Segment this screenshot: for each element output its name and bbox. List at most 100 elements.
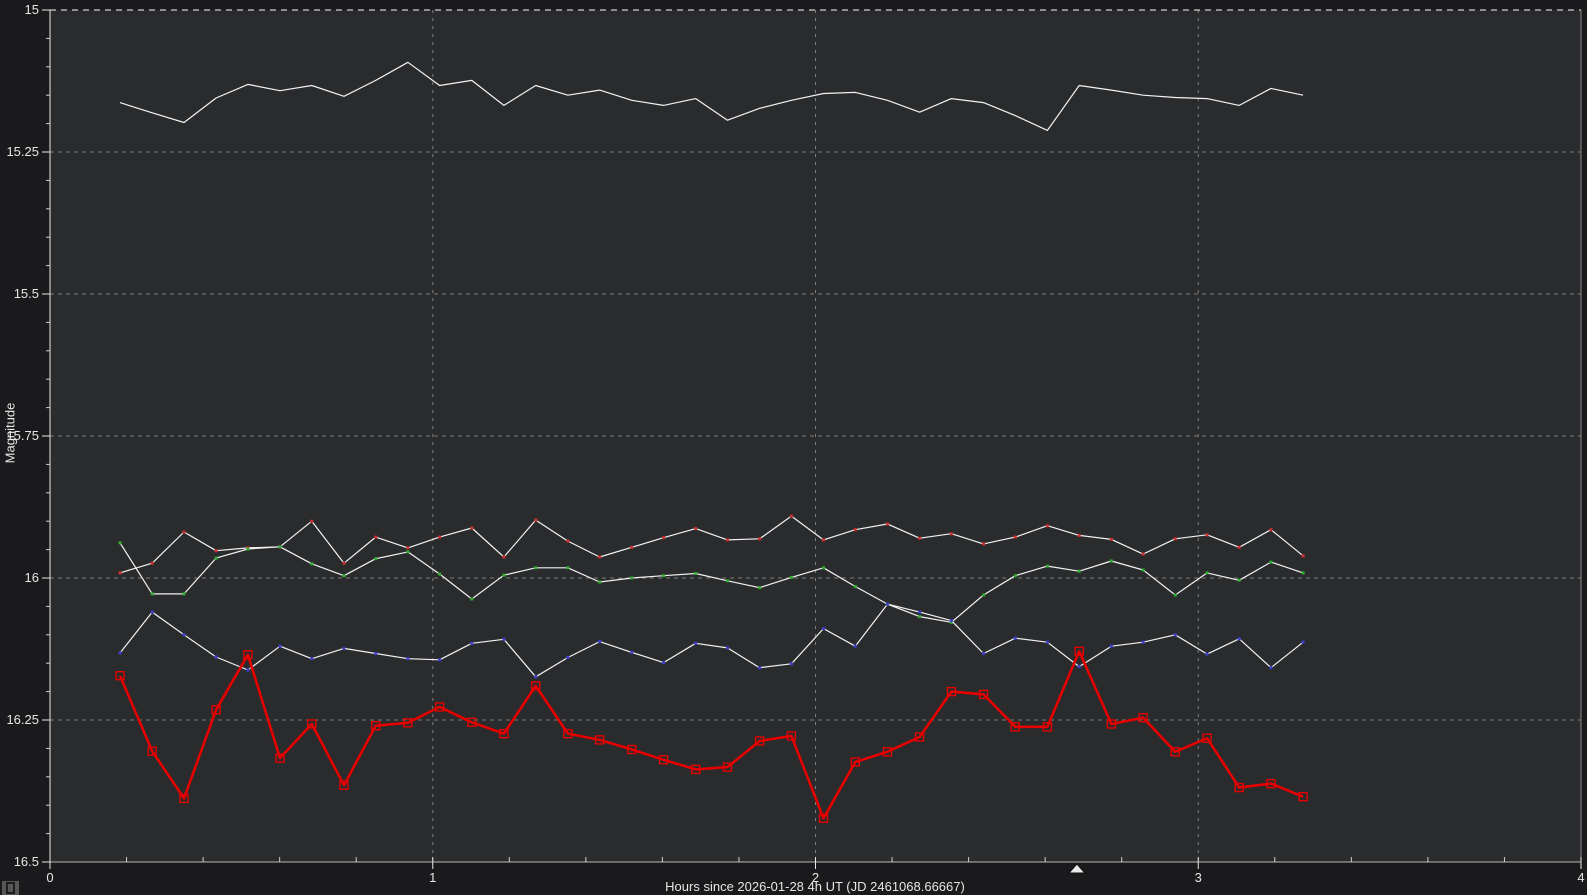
white-line-3-data-point-marker[interactable]: [278, 545, 282, 549]
red-line-data-point-marker[interactable]: [850, 757, 861, 767]
red-line-data-point-marker[interactable]: [275, 753, 285, 763]
white-line-4-data-point-marker[interactable]: [1173, 633, 1177, 637]
white-line-4-data-point-marker[interactable]: [470, 641, 474, 645]
white-line-4-data-point-marker[interactable]: [822, 627, 826, 631]
white-line-4-data-point-marker[interactable]: [1109, 644, 1113, 648]
white-line-4-data-point-marker[interactable]: [598, 640, 602, 644]
white-line-4-data-point-marker[interactable]: [1045, 640, 1049, 644]
white-line-4-data-point-marker[interactable]: [1077, 665, 1081, 669]
red-line-data-point-marker[interactable]: [115, 670, 125, 681]
white-line-2-data-point-marker[interactable]: [822, 538, 826, 542]
red-line-data-point-marker[interactable]: [499, 728, 509, 739]
white-line-2-data-point-marker[interactable]: [1301, 554, 1305, 558]
white-line-4-data-point-marker[interactable]: [758, 666, 762, 670]
white-line-3-data-point-marker[interactable]: [662, 574, 666, 578]
white-line-2-data-point-marker[interactable]: [598, 555, 602, 559]
white-line-3-data-point-marker[interactable]: [982, 593, 986, 597]
red-line-data-point-marker[interactable]: [658, 755, 669, 765]
red-line-data-point-marker[interactable]: [722, 762, 733, 772]
white-line-4-data-point-marker[interactable]: [502, 637, 506, 641]
white-line-4-data-point-marker[interactable]: [918, 610, 922, 614]
white-line-4-data-point-marker[interactable]: [1301, 640, 1305, 644]
white-line-3-data-point-marker[interactable]: [758, 586, 762, 590]
white-line-2-data-point-marker[interactable]: [1205, 533, 1209, 537]
white-line-4-data-point-marker[interactable]: [278, 644, 282, 648]
red-line-data-point-marker[interactable]: [690, 764, 701, 775]
white-line-4-data-point-marker[interactable]: [949, 619, 953, 623]
red-line-data-point-marker[interactable]: [754, 736, 765, 746]
white-line-4-data-point-marker[interactable]: [150, 610, 154, 614]
red-line-data-point-marker[interactable]: [403, 718, 413, 728]
red-line-data-point-marker[interactable]: [531, 681, 541, 691]
white-line-4-data-point-marker[interactable]: [1013, 636, 1017, 640]
white-line-2-data-point-marker[interactable]: [1045, 524, 1049, 528]
red-line-data-point-marker[interactable]: [243, 649, 253, 660]
white-line-2-data-point-marker[interactable]: [182, 530, 186, 534]
white-line-4-data-point-marker[interactable]: [1237, 637, 1241, 641]
white-line-3-data-point-marker[interactable]: [470, 597, 474, 601]
red-line-data-point-marker[interactable]: [1170, 747, 1180, 757]
white-line-2-data-point-marker[interactable]: [1077, 533, 1081, 537]
red-line-data-point-marker[interactable]: [786, 731, 797, 741]
white-line-3-data-point-marker[interactable]: [1109, 559, 1113, 563]
white-line-3-data-point-marker[interactable]: [342, 574, 346, 578]
red-line-data-point-marker[interactable]: [467, 717, 477, 727]
white-line-3-data-point-marker[interactable]: [630, 576, 634, 580]
white-line-3-data-point-marker[interactable]: [694, 571, 698, 575]
red-line-data-point-marker[interactable]: [946, 686, 957, 697]
white-line-4-data-point-marker[interactable]: [694, 641, 698, 645]
white-line-3-data-point-marker[interactable]: [1301, 571, 1305, 575]
white-line-2-data-point-marker[interactable]: [949, 532, 953, 536]
red-line-data-point-marker[interactable]: [818, 813, 829, 823]
white-line-3-data-point-marker[interactable]: [150, 592, 154, 596]
white-line-3-data-point-marker[interactable]: [406, 550, 410, 554]
white-line-4-data-point-marker[interactable]: [982, 652, 986, 656]
white-line-2-data-point-marker[interactable]: [214, 549, 218, 553]
white-line-2-data-point-marker[interactable]: [438, 535, 442, 539]
white-line-2-data-point-marker[interactable]: [1141, 552, 1145, 556]
white-line-2-data-point-marker[interactable]: [1269, 528, 1273, 532]
white-line-2-data-point-marker[interactable]: [342, 561, 346, 565]
white-line-4-data-point-marker[interactable]: [566, 656, 570, 660]
red-line-data-point-marker[interactable]: [1298, 791, 1308, 802]
white-line-3-data-point-marker[interactable]: [822, 566, 826, 570]
red-line-data-point-marker[interactable]: [1042, 722, 1053, 732]
red-line-data-point-marker[interactable]: [594, 735, 605, 745]
red-line-data-point-marker[interactable]: [978, 689, 989, 700]
white-line-2-data-point-marker[interactable]: [1237, 545, 1241, 549]
white-line-3-data-point-marker[interactable]: [246, 547, 250, 551]
white-line-4-data-point-marker[interactable]: [885, 602, 889, 606]
white-line-4-data-point-marker[interactable]: [374, 652, 378, 656]
red-line-data-point-marker[interactable]: [434, 702, 445, 712]
white-line-3-data-point-marker[interactable]: [1237, 578, 1241, 582]
red-line-data-point-marker[interactable]: [1074, 646, 1084, 656]
white-line-4-data-point-marker[interactable]: [246, 668, 250, 672]
white-line-4-data-point-marker[interactable]: [182, 633, 186, 637]
red-line-data-point-marker[interactable]: [211, 705, 221, 715]
white-line-3-data-point-marker[interactable]: [1045, 564, 1049, 568]
white-line-2-data-point-marker[interactable]: [1173, 537, 1177, 541]
white-line-4-data-point-marker[interactable]: [342, 646, 346, 650]
red-line-data-point-marker[interactable]: [307, 719, 317, 729]
white-line-2-data-point-marker[interactable]: [662, 536, 666, 540]
red-line-data-point-marker[interactable]: [627, 744, 637, 755]
red-line-data-point-marker[interactable]: [882, 747, 893, 757]
white-line-3-data-point-marker[interactable]: [598, 580, 602, 584]
white-line-2-data-point-marker[interactable]: [310, 519, 314, 523]
red-line-data-point-marker[interactable]: [1138, 713, 1148, 723]
white-line-3-data-point-marker[interactable]: [438, 572, 442, 576]
red-line-data-point-marker[interactable]: [1106, 719, 1117, 729]
white-line-4-data-point-marker[interactable]: [406, 657, 410, 661]
red-line-data-point-marker[interactable]: [179, 793, 189, 804]
white-line-3-data-point-marker[interactable]: [789, 575, 793, 579]
white-line-3-data-point-marker[interactable]: [502, 573, 506, 577]
white-line-2-data-point-marker[interactable]: [885, 522, 889, 526]
white-line-3-data-point-marker[interactable]: [1205, 571, 1209, 575]
white-line-4-data-point-marker[interactable]: [534, 675, 538, 679]
white-line-3-data-point-marker[interactable]: [534, 566, 538, 570]
white-line-3-data-point-marker[interactable]: [1077, 569, 1081, 573]
white-line-3-data-point-marker[interactable]: [182, 592, 186, 596]
red-line-data-point-marker[interactable]: [1202, 733, 1212, 743]
red-line-data-point-marker[interactable]: [339, 780, 349, 791]
